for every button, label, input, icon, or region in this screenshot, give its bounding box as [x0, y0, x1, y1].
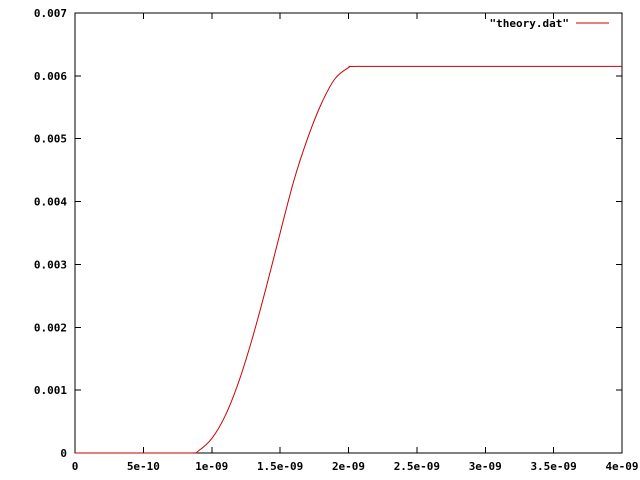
y-tick-label: 0.005 [34, 133, 67, 146]
x-axis-ticks: 0 5e-10 1e-09 1.5e-09 2e-09 2.5e-09 3e-09 3.5e-… [72, 13, 639, 473]
y-tick-label: 0.003 [34, 258, 67, 271]
x-tick-label: 3.5e-09 [530, 460, 576, 473]
y-axis-ticks: 0 0.001 0.002 0.003 0.004 0.005 0.006 0.007 [34, 7, 622, 460]
x-tick-label: 2e-09 [332, 460, 365, 473]
plot-frame [74, 12, 623, 454]
series-lines [75, 65, 622, 454]
x-tick-label: 5e-10 [127, 460, 160, 473]
x-tick-label: 3e-09 [469, 460, 502, 473]
x-tick-label: 1e-09 [195, 460, 228, 473]
y-tick-label: 0 [60, 447, 67, 460]
x-tick-label: 2.5e-09 [394, 460, 440, 473]
y-tick-label: 0.002 [34, 321, 67, 334]
x-tick-label: 4e-09 [605, 460, 638, 473]
y-tick-label: 0.004 [34, 196, 67, 209]
x-tick-label: 1.5e-09 [257, 460, 303, 473]
series-line [75, 65, 622, 454]
y-tick-label: 0.001 [34, 384, 67, 397]
y-tick-label: 0.006 [34, 70, 67, 83]
legend-label: "theory.dat" [490, 17, 569, 30]
y-tick-label: 0.007 [34, 7, 67, 20]
legend: "theory.dat" [490, 17, 609, 30]
plot-border [74, 12, 623, 454]
x-tick-label: 0 [72, 460, 79, 473]
